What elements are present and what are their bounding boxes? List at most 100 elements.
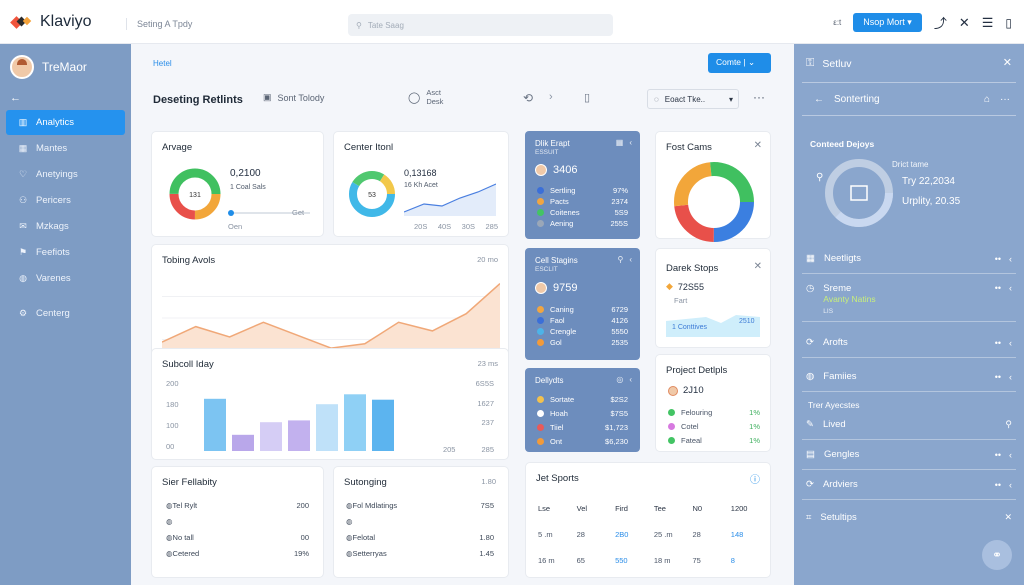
arvage-sub: 1 Coal Sals [230, 184, 266, 191]
center-value: 0,13168 [404, 168, 437, 178]
mobile-icon[interactable]: ▯ [1005, 15, 1012, 30]
chevron-right-icon[interactable]: › [549, 91, 553, 103]
more-icon[interactable]: ··· [753, 90, 765, 104]
sidebar-item-mzkags[interactable]: ✉ Mzkags [6, 214, 125, 239]
arvage-slider[interactable] [228, 210, 310, 216]
dark-card-3[interactable]: Dellydts ◎ ‹ Sortate $2S2 Hoah $7S5 Tiiel $1,7… [525, 368, 640, 452]
brand-logo[interactable]: Klaviyo [10, 13, 92, 31]
panel-footer[interactable]: ⌗ Setultips ✕ [806, 511, 1012, 523]
gear-icon: ◎ [616, 375, 624, 384]
primary-action-button[interactable]: Comte | ⌄ [708, 53, 771, 73]
card-sub: ESCLIT [535, 266, 558, 273]
dark-card-1[interactable]: Dlik Erapt ESSUIT ▦ ‹ 3406 Sertling 97% Pac… [525, 131, 640, 239]
sidebar-item-centerg[interactable]: ⚙ Centerg [6, 301, 125, 326]
main-content: Hetel Comte | ⌄ Deseting Retlints ▣ Sont … [131, 44, 794, 585]
chart-title: Tobing Avols [162, 255, 216, 266]
dark-card-2[interactable]: Cell Stagins ESCLIT ⚲ ‹ 9759 Caning 6729 Fa… [525, 248, 640, 360]
search-icon: ⚲ [356, 20, 362, 30]
row-icon: ◍ [346, 500, 353, 510]
ring-value-1: Try 22,2034 [902, 176, 955, 187]
table-cell: Fird [615, 503, 628, 513]
sub: Fart [674, 296, 688, 305]
toolbar-breadcrumb[interactable]: Hetel [153, 59, 172, 68]
chevron-left-icon: ‹ [629, 255, 632, 264]
close-icon[interactable]: ✕ [753, 140, 762, 151]
user-name: TreMaor [42, 60, 87, 74]
card-title: Fost Cams [666, 142, 712, 153]
settings-icon: ⚙ [18, 308, 28, 318]
back-icon[interactable]: ← [814, 93, 824, 105]
table-cell: 75 [692, 555, 701, 565]
chevron-left-icon: ‹ [629, 138, 632, 147]
y-tick-label: 100 [166, 421, 179, 430]
foot-right: 2510 [739, 318, 755, 325]
sidebar-item-anetyings[interactable]: ♡ Anetyings [6, 162, 125, 187]
list-item: ◍ Tel Rylt 200 [166, 500, 309, 510]
user-profile[interactable]: TreMaor [0, 44, 131, 90]
search-input[interactable]: ⚲ Tate Saag [348, 14, 613, 36]
tag-icon: ⌗ [806, 511, 812, 523]
row-icon: ◍ [346, 532, 353, 542]
sidebar-item-analytics[interactable]: ▥ Analytics [6, 110, 125, 135]
table-cell: Tee [653, 503, 666, 513]
header-text: ε:t [833, 18, 842, 27]
table-cell: 8 [730, 555, 735, 565]
refresh-icon[interactable]: ⟲ [523, 91, 534, 105]
info-icon[interactable]: ⓘ [750, 475, 760, 486]
back-arrow-icon[interactable]: ← [10, 92, 21, 104]
sidebar-item-label: Analytics [36, 117, 75, 128]
ring-title: Conteed Dejoys [810, 139, 875, 149]
tick-label: 285 [485, 222, 498, 231]
more-icon[interactable]: ··· [1000, 93, 1010, 105]
sidebar-item-pericers[interactable]: ⚇ Pericers [6, 188, 125, 213]
ring-label: Drict tame [892, 160, 929, 169]
panel-item-arofts[interactable]: ⟳ Arofts •• ‹ [802, 328, 1016, 358]
toolbar-item-2[interactable]: ◯ Asct Desk [408, 88, 444, 106]
card-title: Sier Fellabity [162, 477, 217, 488]
list-item: ◍ [166, 513, 309, 529]
status-dot-icon [537, 437, 544, 445]
value: 9759 [553, 282, 578, 294]
select-dropdown[interactable]: ◌ Eoact Tke.. ▾ [647, 89, 739, 109]
foot-left: Oen [228, 222, 243, 231]
primary-button[interactable]: Nsop Mort ▾ [853, 13, 922, 32]
panel-item-famiies[interactable]: ◍ Famiies •• ‹ [802, 362, 1016, 392]
list-icon[interactable]: ☰ [981, 14, 994, 30]
sidebar-item-varenes[interactable]: ◍ Varenes [6, 266, 125, 291]
panel-item-lived[interactable]: ✎ Lived ⚲ [802, 410, 1016, 440]
settings-panel: ⚿ Setluv ✕ ← Sonterting ⌂ ··· Conteed Dejoy… [794, 44, 1024, 585]
center-ticks: 20S 40S 30S 285 [414, 222, 498, 231]
toggle-icon: ◯ [408, 91, 421, 104]
share-icon[interactable]: ⤴ [933, 16, 947, 31]
avatar [535, 164, 547, 176]
panel-item-gengles[interactable]: ▤ Gengles •• ‹ [802, 440, 1016, 470]
foot-left: 1 Conttives [672, 324, 708, 331]
status-dot-icon [537, 306, 544, 313]
link-fab-button[interactable]: ⚭ [982, 540, 1012, 570]
home-icon[interactable]: ⌂ [983, 93, 990, 105]
bar-2 [260, 422, 282, 451]
close-icon: ✕ [1004, 511, 1012, 522]
close-icon[interactable]: ✕ [753, 261, 762, 272]
panel-item-ardviers[interactable]: ⟳ Ardviers •• ‹ [802, 470, 1016, 500]
bar-chart [204, 394, 394, 451]
fost-cams-card: Fost Cams ✕ [655, 131, 771, 242]
card-title: Project Detlpls [666, 365, 728, 376]
panel-item-neetligts[interactable]: ▦ Neetligts •• ‹ [802, 244, 1016, 274]
sidebar-item-feefiots[interactable]: ⚑ Feefiots [6, 240, 125, 265]
close-icon[interactable]: ✕ [1002, 57, 1012, 69]
list-item: Sertling 97% [537, 185, 628, 196]
edit-icon: ✎ [806, 419, 814, 430]
table-cell: 550 [615, 555, 628, 565]
panel-item-sreme[interactable]: ◷ Sreme Avanty Natins LIS •• ‹ [802, 276, 1016, 322]
toolbar-item-1[interactable]: ▣ Sont Tolody [263, 92, 325, 103]
tools-icon[interactable]: ✕ [958, 14, 970, 30]
card-title: Arvage [162, 142, 193, 153]
value: 72S55 [677, 281, 704, 292]
header-breadcrumb[interactable]: Seting A Tpdy [126, 18, 192, 30]
y2-tick-label: 6S5S [475, 379, 494, 388]
darek-area [666, 315, 760, 337]
pin-icon: ⚲ [816, 172, 824, 183]
document-icon[interactable]: ▯ [584, 92, 591, 104]
sidebar-item-mantes[interactable]: ▦ Mantes [6, 136, 125, 161]
